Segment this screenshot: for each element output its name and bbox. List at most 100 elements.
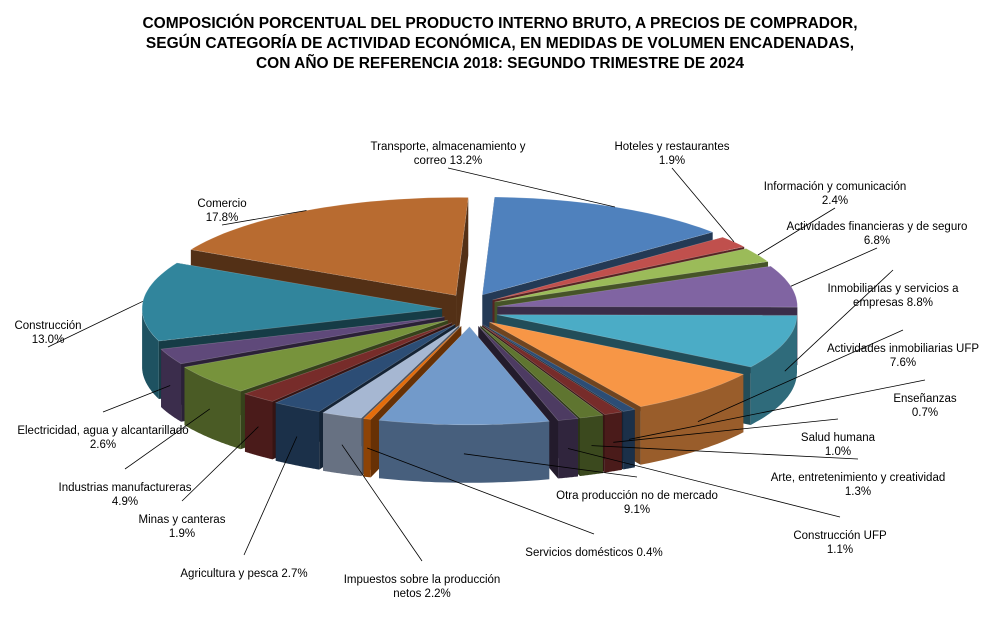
leader-line-14 xyxy=(181,426,259,502)
slice-side-17-0 xyxy=(142,308,159,399)
slice-label-10-line-1: 9.1% xyxy=(624,504,650,516)
slice-label-6-line-1: 0.7% xyxy=(912,407,938,419)
leader-lines xyxy=(47,167,926,562)
slice-labels: Transporte, almacenamiento y correo 13.2%… xyxy=(14,141,979,600)
leader-line-16 xyxy=(102,385,171,413)
slice-label-7-line-0: Salud humana xyxy=(801,432,876,444)
slice-label-9-line-1: 1.1% xyxy=(827,544,853,556)
slice-4 xyxy=(496,314,798,368)
slice-label-3: Actividades financieras y de seguro 6.8% xyxy=(787,221,968,247)
leader-line-4 xyxy=(784,269,894,372)
slice-15 xyxy=(183,319,448,392)
slice-label-7: Salud humana 1.0% xyxy=(801,432,876,458)
chart-title-line-1: COMPOSICIÓN PORCENTUAL DEL PRODUCTO INTE… xyxy=(142,15,858,32)
leader-line-15 xyxy=(124,408,211,470)
slice-label-2: Información y comunicación 2.4% xyxy=(764,181,907,207)
slice-label-1: Hoteles y restaurantes 1.9% xyxy=(614,141,729,167)
slice-side-8-0 xyxy=(580,415,603,476)
slice-label-14-line-1: 1.9% xyxy=(169,528,195,540)
slice-6 xyxy=(483,324,636,412)
leader-line-0 xyxy=(447,167,616,208)
slice-label-8-line-0: Arte, entretenimiento y creatividad xyxy=(771,472,946,484)
slice-label-5-line-1: 7.6% xyxy=(890,357,916,369)
slice-label-18-line-1: 17.8% xyxy=(206,212,239,224)
slice-label-3-line-0: Actividades financieras y de seguro xyxy=(787,221,968,233)
slice-16 xyxy=(160,316,445,365)
slice-12 xyxy=(322,325,460,419)
slice-side-10-0 xyxy=(379,420,550,483)
slice-label-10-line-0: Otra producción no de mercado xyxy=(556,490,718,502)
slice-label-15-line-1: 4.9% xyxy=(112,496,138,508)
chart-title-line-2: SEGÚN CATEGORÍA DE ACTIVIDAD ECONÓMICA, … xyxy=(145,35,855,52)
slice-13 xyxy=(274,324,456,412)
slice-side-5-0 xyxy=(640,374,744,465)
slice-wall-18-1 xyxy=(456,197,469,354)
slice-label-5-line-0: Actividades inmobiliarias UFP xyxy=(827,343,979,355)
slice-label-16: Electricidad, agua y alcantarillado 2.6% xyxy=(17,425,188,451)
leader-line-18 xyxy=(221,210,307,226)
slice-side-13-0 xyxy=(275,402,320,470)
chart-title-line-3: CON AÑO DE REFERENCIA 2018: SEGUNDO TRIM… xyxy=(255,55,745,72)
leader-line-10 xyxy=(463,453,638,478)
slice-label-18-line-0: Comercio xyxy=(197,198,246,210)
slice-label-16-line-0: Electricidad, agua y alcantarillado xyxy=(17,425,188,437)
leader-line-5 xyxy=(697,329,904,422)
slice-label-11-line-0: Servicios domésticos 0.4% xyxy=(525,547,662,559)
leader-line-8 xyxy=(591,445,859,460)
slice-label-16-line-1: 2.6% xyxy=(90,439,116,451)
slice-9 xyxy=(478,325,579,421)
slice-14 xyxy=(244,322,453,402)
leader-line-6 xyxy=(628,379,926,440)
slice-label-18: Comercio 17.8% xyxy=(197,198,246,224)
leader-line-9 xyxy=(568,448,841,518)
slice-side-16-0 xyxy=(161,349,182,422)
slice-label-2-line-1: 2.4% xyxy=(822,195,848,207)
leader-line-17 xyxy=(47,300,144,348)
chart-title: COMPOSICIÓN PORCENTUAL DEL PRODUCTO INTE… xyxy=(0,14,1000,74)
slice-side-6-0 xyxy=(623,409,635,470)
slice-side-9-0 xyxy=(558,418,578,479)
slice-label-1-line-0: Hoteles y restaurantes xyxy=(614,141,729,153)
slice-label-10: Otra producción no de mercado 9.1% xyxy=(556,490,718,516)
slice-label-6: Enseñanzas 0.7% xyxy=(893,393,957,419)
slice-label-15-line-0: Industrias manufactureras xyxy=(59,482,192,494)
slice-label-12-line-1: netos 2.2% xyxy=(393,588,451,600)
slice-label-8-line-1: 1.3% xyxy=(845,486,871,498)
slice-7 xyxy=(482,324,623,415)
slice-label-14-line-0: Minas y canteras xyxy=(139,514,226,526)
slice-label-9-line-0: Construcción UFP xyxy=(793,530,887,542)
slice-label-9: Construcción UFP 1.1% xyxy=(793,530,887,556)
slice-label-4-line-0: Inmobiliarias y servicios a xyxy=(827,283,959,295)
slice-side-14-0 xyxy=(245,393,273,460)
slice-label-6-line-0: Enseñanzas xyxy=(893,393,957,405)
leader-line-2 xyxy=(757,207,836,256)
slice-17 xyxy=(141,262,443,342)
slice-side-7-0 xyxy=(604,411,622,473)
slice-label-7-line-1: 1.0% xyxy=(825,446,851,458)
slice-label-0-line-0: Transporte, almacenamiento y xyxy=(371,141,526,153)
slice-label-13: Agricultura y pesca 2.7% xyxy=(180,568,307,580)
leader-line-7 xyxy=(613,418,839,443)
slice-label-2-line-0: Información y comunicación xyxy=(764,181,907,193)
slice-label-4-line-1: empresas 8.8% xyxy=(853,297,933,309)
slice-label-13-line-0: Agricultura y pesca 2.7% xyxy=(180,568,307,580)
slice-side-15-0 xyxy=(184,367,241,450)
leader-line-13 xyxy=(243,436,298,556)
slice-8 xyxy=(480,325,604,419)
slice-label-11: Servicios domésticos 0.4% xyxy=(525,547,662,559)
slice-label-4: Inmobiliarias y servicios a empresas 8.8% xyxy=(827,283,959,309)
slice-label-12: Impuestos sobre la producción netos 2.2% xyxy=(344,574,501,600)
slice-label-8: Arte, entretenimiento y creatividad 1.3% xyxy=(771,472,946,498)
slice-side-12-0 xyxy=(323,412,362,477)
slice-11 xyxy=(362,325,462,420)
leader-line-11 xyxy=(367,447,595,535)
slice-side-4-0 xyxy=(750,315,797,425)
slice-label-5: Actividades inmobiliarias UFP 7.6% xyxy=(827,343,979,369)
slice-label-0-line-1: correo 13.2% xyxy=(414,155,482,167)
slice-label-12-line-0: Impuestos sobre la producción xyxy=(344,574,501,586)
slice-label-3-line-1: 6.8% xyxy=(864,235,890,247)
leader-line-1 xyxy=(671,167,735,243)
slice-10 xyxy=(378,326,550,426)
slice-label-0: Transporte, almacenamiento y correo 13.2% xyxy=(371,141,526,167)
